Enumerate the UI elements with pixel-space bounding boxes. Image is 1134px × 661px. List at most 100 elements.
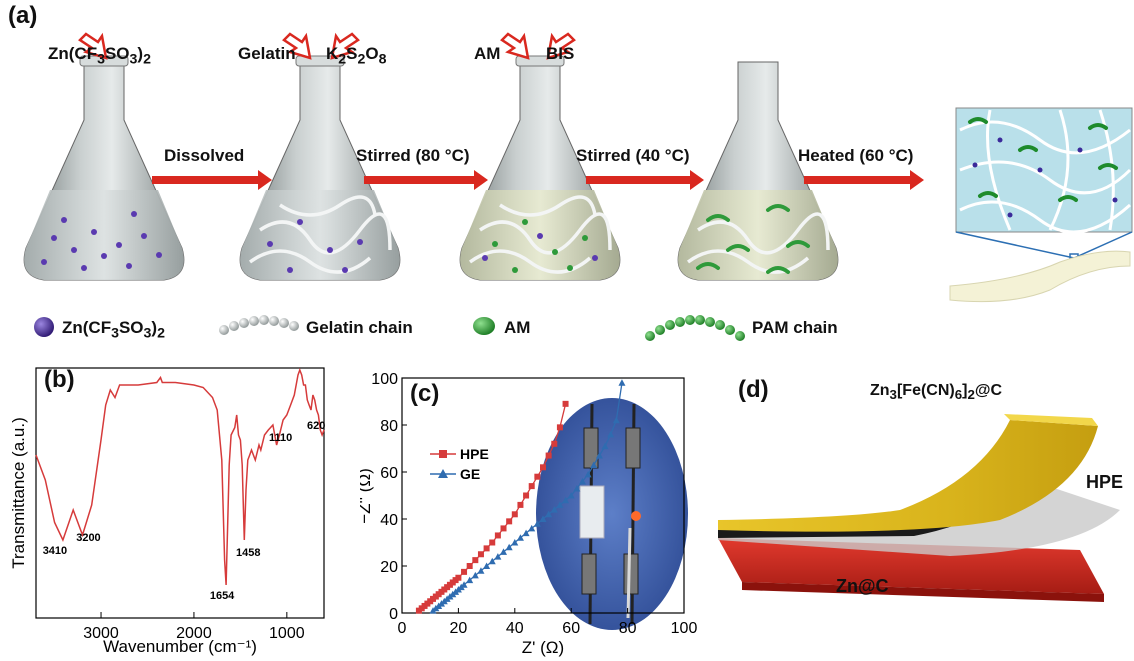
flask-3: [459, 55, 621, 281]
panel-c-frame: [401, 377, 685, 614]
panel-c-point-hpe: [506, 518, 513, 525]
reagent-arrows: [78, 32, 576, 60]
legend-ge: GE: [460, 466, 480, 482]
panel-c-point-ge: [550, 506, 558, 513]
panel-b-ylabel: Transmittance (a.u.): [9, 417, 28, 568]
panel-c-point-hpe: [534, 473, 541, 480]
panel-c-ytick-label: 20: [380, 559, 398, 576]
step-stirred-40: Stirred (40 °C): [576, 146, 690, 165]
panel-c-point-ge: [494, 553, 502, 560]
panel-a-scheme: [23, 32, 1133, 341]
panel-c-ytick-label: 100: [371, 371, 398, 388]
reagent-gelatin: Gelatin: [238, 44, 296, 63]
panel-c-xtick-label: 40: [506, 620, 524, 637]
panel-c-point-ge: [522, 529, 530, 537]
panel-c-point-ge: [567, 492, 575, 499]
panel-c-point-ge: [556, 501, 564, 508]
step-heated-60: Heated (60 °C): [798, 146, 914, 165]
panel-c-point-hpe: [556, 424, 563, 431]
legend-am: AM: [504, 318, 531, 337]
pam-chain-icon: [645, 315, 745, 341]
panel-c-point-hpe: [461, 568, 468, 575]
panel-c-ytick-label: 40: [380, 512, 398, 529]
step-stirred-80: Stirred (80 °C): [356, 146, 470, 165]
panel-c-point-ge: [584, 470, 592, 478]
panel-d-label: (d): [738, 376, 769, 403]
panel-b-chart: 3000 2000 1000 3410 3200 1654 1458 1110 620 Wav…: [9, 367, 325, 656]
panel-c-point-ge: [618, 379, 626, 386]
reagent-bis: BIS: [546, 44, 575, 63]
panel-c-point-ge: [460, 581, 468, 588]
label-hpe: HPE: [1086, 472, 1124, 492]
panel-c-point-hpe: [517, 501, 524, 508]
panel-b-peak-label: 1110: [269, 432, 292, 444]
panel-b-series-line: [35, 367, 325, 586]
panel-c-point-ge: [590, 461, 598, 468]
panel-c-point-hpe: [500, 525, 507, 532]
panel-c-point-ge: [505, 543, 513, 551]
panel-c-point-ge: [528, 524, 536, 532]
panel-b-peak-label: 1654: [210, 590, 235, 602]
panel-c-point-hpe: [511, 511, 518, 518]
panel-c-point-ge: [545, 510, 553, 518]
legend-icons: [34, 315, 745, 341]
label-zn-anode: Zn@C: [836, 576, 889, 596]
panel-c-point-hpe: [494, 532, 501, 539]
panel-c-point-ge: [539, 515, 547, 522]
panel-b-peak-label: 1458: [236, 547, 260, 559]
panel-c-point-ge: [483, 562, 491, 569]
panel-c-xtick-label: 0: [398, 620, 407, 637]
hydrogel-network-inset: [949, 107, 1133, 303]
panel-c-point-ge: [573, 484, 581, 492]
panel-c-point-hpe: [528, 483, 535, 490]
panel-c-point-hpe: [455, 574, 462, 581]
panel-b-xtick-label: 1000: [269, 625, 305, 642]
zn-anode-layer: [718, 538, 1104, 594]
flask-2: [239, 55, 401, 281]
panel-c-point-ge: [477, 567, 485, 574]
panel-c-point-hpe: [483, 545, 490, 552]
panel-c-point-ge: [533, 520, 541, 527]
panel-c-point-ge: [500, 548, 508, 555]
panel-c-xtick-label: 80: [619, 620, 637, 637]
panel-c-point-ge: [516, 534, 524, 541]
legend-pam-chain: PAM chain: [752, 318, 838, 337]
purple-sphere-icon: [34, 317, 54, 337]
panel-b-peak-label: 620: [307, 420, 325, 432]
panel-b-xtick-label: 3000: [83, 625, 119, 642]
panel-b-xtick-label: 2000: [176, 625, 212, 642]
panel-c-point-ge: [488, 557, 496, 565]
gelatin-chain-icon: [219, 315, 299, 335]
panel-c-point-ge: [578, 477, 586, 485]
panel-c-point-ge: [601, 442, 609, 450]
panel-c-point-hpe: [523, 492, 530, 499]
label-cathode: Zn3[Fe(CN)6]2@C: [870, 382, 1003, 403]
panel-a-label: (a): [8, 2, 38, 29]
legend-hpe: HPE: [460, 446, 489, 462]
reagent-am: AM: [474, 44, 501, 63]
panel-c-point-hpe: [472, 557, 479, 564]
panel-c-point-hpe: [466, 563, 473, 569]
process-arrows: [152, 170, 924, 190]
panel-c-point-ge: [466, 576, 474, 584]
panel-c-label: (c): [410, 380, 440, 407]
panel-c-ytick-label: 60: [380, 465, 398, 482]
panel-d-device-diagram: [718, 414, 1120, 602]
reagent-zn-triflate: Zn(CF3SO3)2: [48, 44, 151, 68]
panel-b-xlabel: Wavenumber (cm⁻¹): [103, 637, 257, 656]
panel-c-point-ge: [607, 430, 615, 438]
step-dissolved: Dissolved: [164, 146, 245, 165]
panel-c-point-ge: [595, 452, 603, 459]
panel-c-point-ge: [612, 416, 620, 424]
panel-c-ytick-label: 0: [389, 606, 398, 623]
hpe-marker-icon: [439, 450, 447, 458]
green-sphere-icon: [473, 317, 495, 335]
panel-c-xtick-label: 100: [671, 620, 698, 637]
flask-1: [23, 55, 185, 281]
panel-c-ytick-label: 80: [380, 418, 398, 435]
panel-c-legend: HPE GE: [430, 446, 489, 482]
panel-c-point-hpe: [477, 551, 484, 558]
panel-c-chart: 0 20 40 60 80 100 0 20 40 60 80 100 HPE GE Z' (Ω) −…: [360, 371, 698, 657]
panel-b-label: (b): [44, 366, 75, 393]
panel-c-ylabel: −Z'' (Ω): [360, 468, 374, 524]
